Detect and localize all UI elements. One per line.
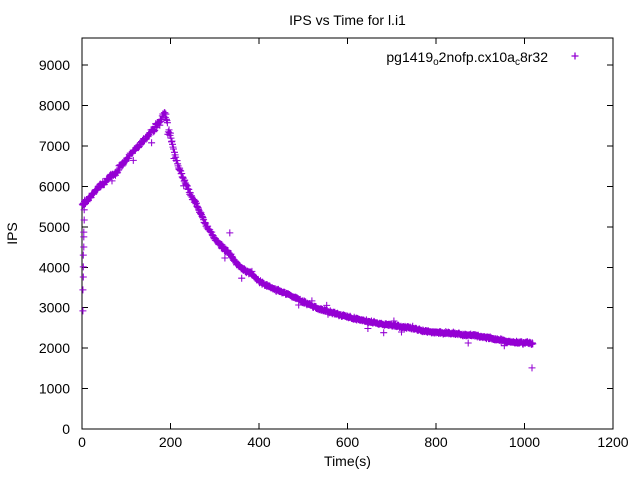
y-tick-label: 4000 <box>39 259 70 275</box>
y-tick-label: 7000 <box>39 138 70 154</box>
x-tick-label: 600 <box>336 434 360 450</box>
x-tick-label: 400 <box>247 434 271 450</box>
scatter-points-series <box>78 109 537 372</box>
y-axis-label: IPS <box>4 222 20 245</box>
y-tick-label: 2000 <box>39 340 70 356</box>
y-tick-label: 5000 <box>39 219 70 235</box>
y-tick-label: 3000 <box>39 300 70 316</box>
x-axis-label: Time(s) <box>324 453 371 469</box>
x-tick-label: 800 <box>424 434 448 450</box>
x-tick-label: 0 <box>78 434 86 450</box>
legend-series-label: pg1419o2nofp.cx10ac8r32 <box>386 49 548 68</box>
chart-title: IPS vs Time for l.i1 <box>289 12 406 28</box>
y-tick-label: 8000 <box>39 98 70 114</box>
x-tick-label: 200 <box>159 434 183 450</box>
y-tick-label: 1000 <box>39 381 70 397</box>
y-tick-label: 0 <box>62 421 70 437</box>
plot-border <box>81 37 614 430</box>
x-tick-label: 1000 <box>509 434 540 450</box>
y-tick-label: 9000 <box>39 57 70 73</box>
legend-marker-plus-icon <box>571 52 579 60</box>
x-tick-label: 1200 <box>597 434 628 450</box>
y-tick-label: 6000 <box>39 178 70 194</box>
